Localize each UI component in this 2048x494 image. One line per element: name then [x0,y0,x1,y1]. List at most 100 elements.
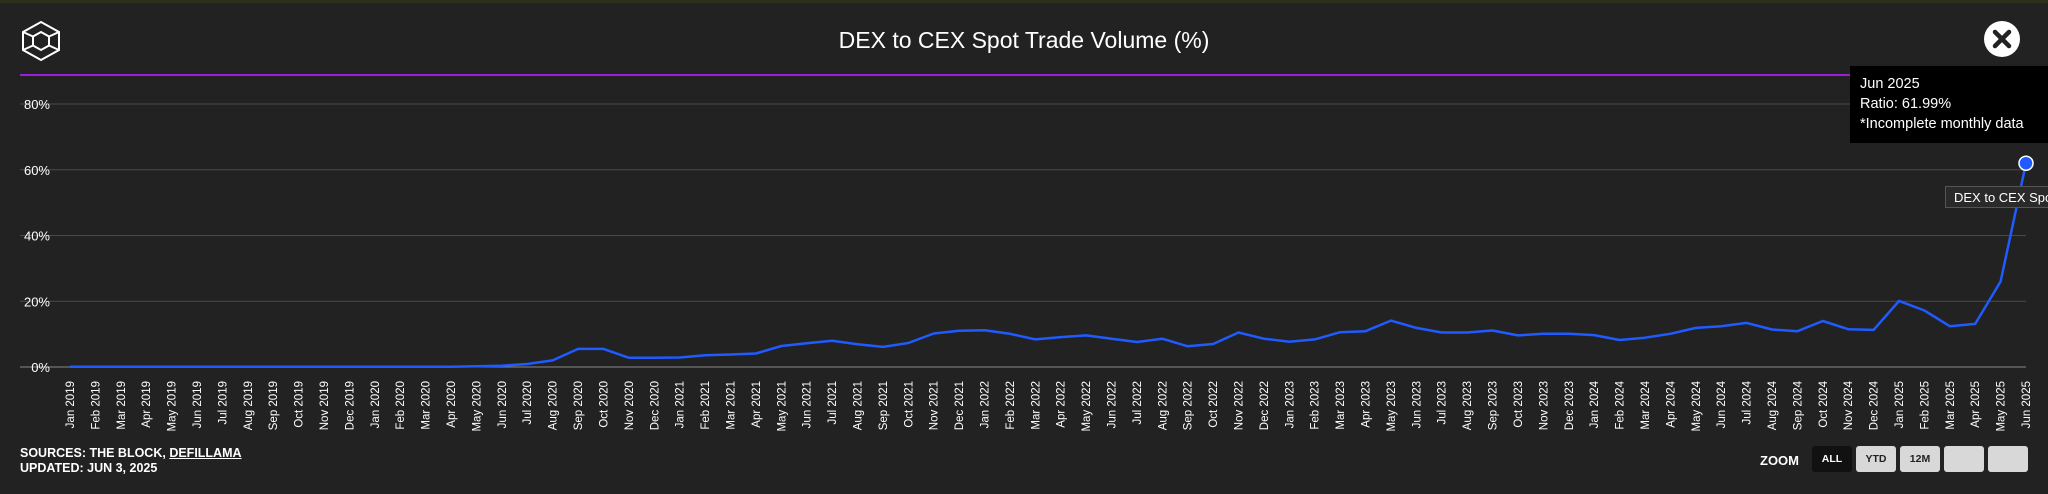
zoom-label: ZOOM [1760,453,1799,468]
x-tick-label: Apr 2019 [141,381,153,428]
x-tick-label: Mar 2019 [116,381,128,430]
accent-line [20,74,2026,76]
x-tick-label: Aug 2023 [1462,381,1474,430]
x-tick-label: Oct 2024 [1818,380,1830,427]
x-tick-label: Mar 2024 [1640,380,1652,429]
chart-tooltip: Jun 2025 Ratio: 61.99% *Incomplete month… [1850,66,2048,143]
x-tick-label: Jan 2022 [979,381,991,428]
x-tick-label: Jul 2023 [1437,381,1449,424]
x-tick-label: Jul 2022 [1132,381,1144,424]
x-tick-label: May 2025 [1996,381,2008,432]
zoom-button-5[interactable] [1988,446,2028,472]
x-tick-label: Jul 2020 [522,381,534,424]
top-border [0,0,2048,3]
x-tick-label: Dec 2023 [1564,381,1576,430]
x-tick-label: Dec 2022 [1259,381,1271,430]
y-tick-label: 80% [24,97,50,112]
x-tick-label: Mar 2023 [1335,381,1347,430]
x-tick-label: Feb 2024 [1615,380,1627,429]
x-tick-label: Sep 2024 [1792,380,1804,430]
y-tick-label: 0% [31,360,50,375]
sources-line: SOURCES: THE BLOCK, DEFILLAMA [20,446,242,461]
line-chart[interactable]: 0% 20% 40% 60% 80% Jan 2019 Feb 2019 Mar 2019 Ap… [0,0,2048,440]
x-tick-label: Sep 2019 [268,381,280,430]
x-tick-label: Oct 2022 [1208,381,1220,428]
x-tick-label: Nov 2020 [624,381,636,430]
tooltip-ratio: Ratio: 61.99% [1860,96,1952,112]
x-tick-label: Oct 2023 [1513,381,1525,428]
x-tick-label: Mar 2020 [421,381,433,430]
x-tick-label: May 2023 [1386,381,1398,432]
x-tick-label: Aug 2022 [1157,381,1169,430]
x-tick-label: Jan 2021 [675,381,687,428]
x-tick-label: Oct 2021 [903,381,915,428]
zoom-ytd-button[interactable]: YTD [1856,446,1896,472]
x-tick-label: Sep 2022 [1183,381,1195,430]
x-tick-label: Apr 2025 [1970,381,1982,428]
cube-logo-icon [22,20,60,62]
x-tick-label: May 2024 [1691,380,1703,431]
x-tick-label: Dec 2024 [1869,380,1881,430]
x-tick-label: Feb 2022 [1005,381,1017,430]
x-tick-label: Jun 2022 [1107,381,1119,428]
x-tick-label: Jan 2019 [65,381,77,428]
x-tick-label: Sep 2023 [1488,381,1500,430]
x-tick-label: Nov 2022 [1234,381,1246,430]
x-tick-label: Oct 2020 [598,381,610,428]
x-tick-label: Nov 2019 [319,381,331,430]
close-button[interactable] [1984,21,2020,57]
highlighted-point [2018,155,2034,171]
x-tick-label: Aug 2020 [548,381,560,430]
chart-title: DEX to CEX Spot Trade Volume (%) [838,27,1210,53]
x-tick-label: Oct 2019 [294,381,306,428]
x-tick-label: Jun 2021 [802,381,814,428]
x-tick-label: Jan 2020 [370,381,382,428]
x-tick-label: Sep 2021 [878,381,890,430]
x-tick-label: Apr 2020 [446,381,458,428]
x-tick-label: Nov 2021 [929,381,941,430]
sources-prefix: SOURCES: THE BLOCK, [20,446,170,460]
x-tick-label: Feb 2019 [90,381,102,430]
x-tick-label: Dec 2019 [344,381,356,430]
x-tick-label: May 2019 [167,381,179,432]
x-tick-label: Apr 2024 [1665,380,1677,427]
x-tick-label: Mar 2025 [1945,381,1957,430]
x-tick-label: Feb 2020 [395,381,407,430]
x-tick-label: Mar 2022 [1030,381,1042,430]
x-tick-label: Jun 2024 [1716,380,1728,428]
x-tick-label: Apr 2023 [1361,381,1373,428]
x-tick-label: May 2022 [1081,381,1093,432]
x-tick-label: May 2020 [471,381,483,432]
x-tick-label: Sep 2020 [573,381,585,430]
x-tick-label: Jul 2021 [827,381,839,424]
tooltip-date: Jun 2025 [1860,76,1920,92]
x-tick-label: Aug 2024 [1767,380,1779,430]
zoom-all-button[interactable]: ALL [1812,446,1852,472]
zoom-button-4[interactable] [1944,446,1984,472]
x-tick-label: Jan 2024 [1589,380,1601,428]
x-tick-label: Jun 2019 [192,381,204,428]
x-tick-label: Aug 2021 [852,381,864,430]
x-tick-label: Nov 2024 [1843,380,1855,430]
x-tick-label: Nov 2023 [1538,381,1550,430]
x-tick-label: Mar 2021 [725,381,737,430]
x-tick-label: Jun 2023 [1411,381,1423,428]
y-tick-label: 40% [24,229,50,244]
series-label: DEX to CEX Spot Trade Volume [1945,186,2048,208]
series-line [70,162,2028,368]
x-tick-label: Feb 2025 [1919,381,1931,430]
x-tick-label: Aug 2019 [243,381,255,430]
x-tick-label: Jun 2025 [2021,381,2033,428]
x-tick-label: Jan 2023 [1284,381,1296,428]
zoom-12m-button[interactable]: 12M [1900,446,1940,472]
x-tick-label: Feb 2021 [700,381,712,430]
x-tick-label: Jul 2019 [217,381,229,424]
x-tick-label: Apr 2021 [751,381,763,428]
x-tick-label: Dec 2021 [954,381,966,430]
close-icon [1992,29,2012,49]
x-tick-label: Feb 2023 [1310,381,1322,430]
updated-text: UPDATED: JUN 3, 2025 [20,461,158,475]
defillama-link[interactable]: DEFILLAMA [169,446,242,460]
tooltip-note: *Incomplete monthly data [1860,116,2024,132]
x-tick-label: Dec 2020 [649,381,661,430]
